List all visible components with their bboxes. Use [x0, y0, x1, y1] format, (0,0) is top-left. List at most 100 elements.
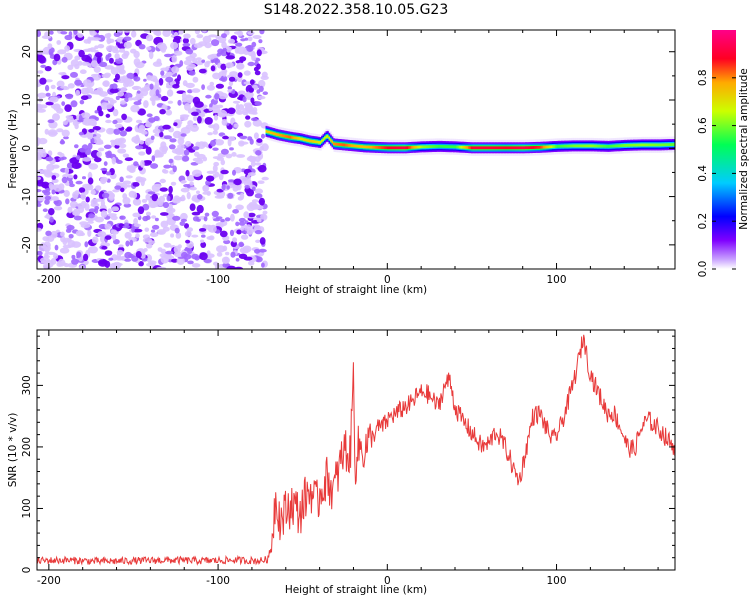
noise-speckle: [203, 216, 208, 222]
noise-speckle: [232, 185, 239, 192]
noise-speckle: [130, 104, 140, 113]
noise-speckle: [237, 62, 244, 69]
noise-speckle: [191, 234, 199, 238]
noise-speckle: [214, 93, 220, 100]
noise-speckle: [207, 132, 213, 136]
signal-band: [672, 143, 674, 146]
noise-speckle: [212, 147, 219, 151]
signal-band: [322, 138, 325, 142]
noise-speckle: [236, 229, 242, 235]
noise-speckle: [172, 165, 177, 173]
noise-speckle: [98, 91, 109, 97]
signal-band: [603, 144, 605, 148]
noise-speckle: [45, 260, 54, 268]
noise-speckle: [100, 210, 108, 218]
noise-speckle: [233, 178, 242, 186]
signal-band: [534, 146, 536, 149]
noise-speckle: [88, 128, 95, 133]
noise-speckle: [246, 203, 256, 212]
noise-speckle: [242, 245, 252, 253]
noise-speckle: [172, 197, 181, 204]
noise-speckle: [95, 116, 99, 121]
noise-speckle: [71, 254, 76, 260]
signal-band: [265, 130, 268, 133]
noise-speckle: [254, 230, 263, 235]
noise-speckle: [171, 66, 180, 74]
signal-band: [654, 143, 656, 147]
noise-speckle: [48, 208, 55, 216]
noise-speckle: [135, 251, 142, 258]
noise-speckle: [108, 194, 115, 201]
noise-speckle: [119, 215, 124, 220]
noise-speckle: [204, 42, 212, 49]
signal-band: [294, 136, 296, 140]
signal-band: [450, 145, 452, 149]
signal-band: [495, 146, 497, 150]
noise-speckle: [79, 69, 87, 74]
noise-speckle: [187, 120, 194, 127]
noise-speckle: [176, 257, 185, 265]
noise-speckle: [110, 215, 118, 221]
noise-speckle: [166, 89, 174, 97]
signal-band: [618, 144, 620, 148]
noise-speckle: [87, 142, 93, 150]
noise-speckle: [74, 55, 81, 61]
noise-speckle: [135, 233, 140, 239]
signal-band: [640, 143, 643, 147]
noise-speckle: [247, 109, 257, 115]
noise-speckle: [146, 46, 152, 51]
signal-band: [570, 144, 572, 148]
noise-speckle: [175, 232, 182, 239]
noise-speckle: [197, 194, 203, 200]
noise-speckle: [202, 185, 208, 192]
signal-band: [400, 146, 403, 150]
noise-speckle: [245, 104, 253, 112]
x-tick-label: -200: [37, 274, 61, 286]
signal-band: [544, 145, 547, 149]
noise-speckle: [246, 174, 251, 182]
noise-speckle: [258, 39, 263, 44]
noise-speckle: [257, 180, 265, 184]
noise-speckle: [220, 218, 225, 223]
noise-speckle: [171, 55, 178, 63]
noise-speckle: [144, 227, 150, 232]
signal-band: [289, 135, 292, 139]
noise-speckle: [161, 104, 168, 111]
noise-speckle: [202, 35, 212, 44]
noise-speckle: [51, 175, 57, 180]
noise-speckle: [197, 116, 202, 124]
noise-speckle: [140, 160, 145, 168]
noise-speckle: [208, 107, 213, 112]
signal-band: [427, 145, 430, 149]
signal-band: [273, 132, 275, 135]
noise-speckle: [185, 124, 191, 130]
signal-band: [321, 139, 323, 143]
signal-band: [483, 146, 485, 150]
noise-speckle: [74, 190, 80, 196]
noise-speckle: [248, 212, 256, 218]
noise-speckle: [173, 122, 178, 127]
noise-speckle: [251, 186, 256, 192]
noise-speckle: [221, 33, 227, 39]
noise-speckle: [64, 34, 73, 41]
noise-speckle: [46, 235, 55, 242]
signal-band: [444, 145, 446, 148]
noise-speckle: [131, 255, 139, 262]
signal-band: [346, 143, 349, 147]
signal-band: [363, 145, 365, 149]
noise-speckle: [219, 77, 226, 81]
signal-band: [268, 130, 271, 134]
noise-speckle: [179, 148, 186, 155]
noise-speckle: [122, 225, 130, 229]
noise-speckle: [187, 148, 196, 153]
noise-speckle: [185, 169, 190, 177]
noise-speckle: [238, 217, 246, 223]
signal-band: [504, 146, 506, 150]
signal-band: [598, 144, 601, 148]
noise-speckle: [208, 34, 218, 38]
noise-speckle: [162, 30, 171, 37]
noise-speckle: [58, 72, 67, 76]
noise-speckle: [138, 151, 146, 156]
noise-speckle: [110, 67, 119, 75]
noise-speckle: [194, 101, 204, 108]
